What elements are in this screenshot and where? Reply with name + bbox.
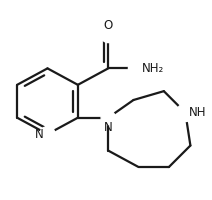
Text: N: N — [35, 128, 44, 141]
Circle shape — [101, 111, 115, 125]
Text: NH: NH — [189, 106, 207, 119]
Circle shape — [128, 58, 149, 79]
Circle shape — [176, 104, 194, 121]
Circle shape — [101, 28, 115, 43]
Text: NH₂: NH₂ — [142, 62, 165, 75]
Text: O: O — [104, 19, 113, 32]
Circle shape — [40, 127, 55, 142]
Text: N: N — [104, 121, 113, 134]
